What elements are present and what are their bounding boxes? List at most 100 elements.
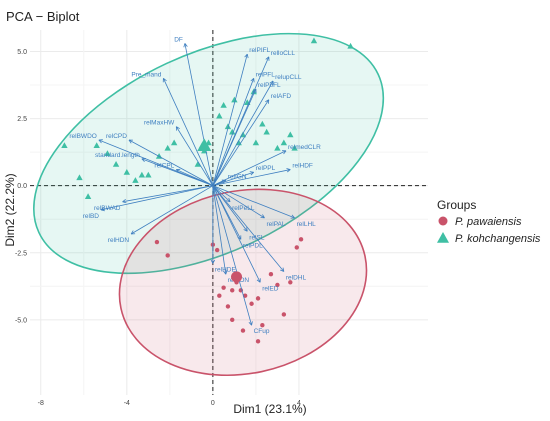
arrow-label: relLHL	[297, 221, 317, 228]
arrowhead-relupCLL	[269, 80, 274, 86]
arrow-label: relCPD	[106, 133, 127, 140]
point-pawaiensis	[230, 288, 235, 293]
point-kohchangensis	[274, 144, 281, 151]
point-kohchangensis	[224, 123, 232, 130]
arrowhead-DF	[183, 43, 188, 48]
point-kohchangensis	[93, 142, 100, 148]
arrow-Pre_mand	[163, 78, 214, 186]
point-pawaiensis	[217, 293, 222, 298]
point-kohchangensis	[280, 139, 288, 146]
y-tick-label: 2.5	[17, 116, 27, 123]
point-pawaiensis	[298, 237, 304, 242]
arrow-label: CFup	[254, 328, 270, 335]
arrow-relPIFL	[212, 54, 248, 186]
arrowhead-relPIFL	[244, 53, 249, 59]
arrowhead-relBD	[100, 206, 105, 212]
centroid-pawaiensis	[231, 271, 243, 283]
point-pawaiensis	[255, 296, 261, 301]
group-centroids	[197, 138, 243, 283]
arrowhead-relCPD	[128, 139, 133, 144]
point-pawaiensis	[281, 312, 287, 317]
chart-title: PCA − Biplot	[6, 9, 80, 24]
y-tick-label: 0.0	[17, 183, 27, 190]
arrow-label: relPDL	[243, 242, 263, 249]
arrowhead-relmedCLR	[282, 150, 287, 155]
point-kohchangensis	[132, 177, 139, 183]
arrow-label: relCPL	[154, 163, 174, 170]
point-kohchangensis	[347, 42, 354, 49]
arrow-CFup	[212, 185, 252, 326]
arrowhead-relHDF	[286, 168, 291, 173]
x-axis-ticks: -8 -4 0 4	[38, 400, 301, 407]
arrowhead-relloCLL	[265, 56, 270, 61]
arrow-label: relBWAD	[94, 205, 121, 212]
arrowhead-relDHL	[280, 267, 285, 272]
arrow-label: relHDN	[108, 237, 130, 244]
legend-key-pawaiensis	[438, 216, 448, 226]
arrow-relPoFL	[212, 88, 257, 186]
arrow-relBD	[100, 185, 213, 211]
point-kohchangensis	[231, 96, 238, 103]
arrow-relPeLL	[212, 185, 231, 203]
point-kohchangensis	[263, 128, 270, 135]
arrowhead-relPeLL	[226, 197, 231, 203]
point-kohchangensis	[291, 144, 298, 151]
point-pawaiensis	[288, 280, 293, 285]
point-kohchangensis	[138, 171, 146, 178]
arrowhead-Pre_mand	[162, 77, 167, 83]
arrow-relupCLL	[212, 80, 274, 186]
arrow-label: relPPL	[256, 165, 276, 172]
arrow-label: standard.length	[95, 152, 140, 159]
arrowhead-relHDN	[130, 230, 136, 235]
point-kohchangensis	[123, 169, 131, 175]
point-kohchangensis	[61, 142, 68, 148]
point-pawaiensis	[275, 282, 280, 288]
point-kohchangensis	[310, 37, 318, 44]
arrowhead-relBWAD	[122, 199, 127, 204]
point-kohchangensis	[145, 171, 152, 178]
arrow-label: relIGN	[228, 173, 247, 180]
arrowhead-standard.length	[141, 157, 146, 163]
point-pawaiensis	[225, 304, 231, 309]
arrow-relHDF	[212, 169, 291, 187]
point-pawaiensis	[154, 239, 160, 245]
point-pawaiensis	[240, 328, 246, 333]
arrow-label: relHDE	[215, 266, 237, 273]
x-tick-label: -4	[124, 400, 130, 407]
arrowhead-relPPL	[249, 171, 255, 176]
legend: Groups P. pawaiensis P. kohchangensis	[437, 198, 541, 245]
arrowhead-relIGN	[221, 179, 227, 184]
point-kohchangensis	[164, 144, 171, 151]
x-axis-label: Dim1 (23.1%)	[233, 402, 306, 416]
arrow-label: relED	[262, 285, 279, 292]
y-axis-label: Dim2 (22.2%)	[3, 173, 17, 246]
arrow-label: DF	[174, 36, 183, 43]
point-kohchangensis	[252, 139, 260, 146]
centroid-kohchangensis	[197, 138, 212, 152]
arrow-relLHL	[212, 185, 295, 219]
arrow-label: relSL	[249, 234, 265, 241]
arrow-label: relloCLL	[271, 50, 296, 57]
arrow-relAFD	[212, 99, 270, 186]
arrow-label: relDHL	[286, 275, 307, 282]
legend-items: P. pawaiensis P. kohchangensis	[437, 216, 541, 245]
arrow-relPPL	[212, 171, 254, 187]
arrowhead-relPoFL	[252, 88, 257, 94]
arrowhead-relSON	[223, 270, 228, 275]
arrow-relDHL	[212, 185, 285, 272]
y-tick-label: -5.0	[15, 317, 27, 324]
arrow-label: relPIFL	[249, 47, 270, 54]
arrowhead-relBWDO	[98, 139, 103, 144]
arrow-label: relBWDO	[69, 133, 96, 140]
arrowhead-relLHL	[290, 214, 295, 219]
x-tick-label: 0	[211, 400, 215, 407]
arrow-relMaxHW	[175, 126, 214, 186]
y-tick-label: 5.0	[17, 49, 27, 56]
point-pawaiensis	[165, 253, 170, 258]
arrowhead-CFup	[248, 321, 253, 326]
arrow-label: relMaxHW	[144, 120, 175, 127]
arrowhead-relAFD	[265, 99, 270, 104]
legend-title: Groups	[437, 198, 476, 212]
